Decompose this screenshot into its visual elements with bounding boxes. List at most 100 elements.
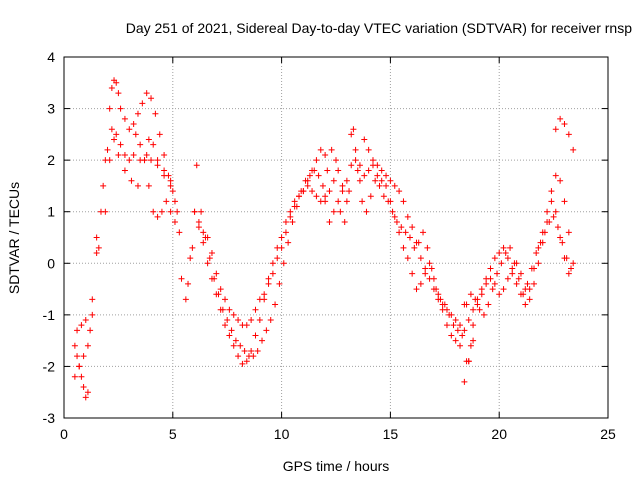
data-point <box>76 363 83 370</box>
data-point <box>202 234 209 241</box>
data-point <box>139 100 146 107</box>
data-point <box>552 208 559 215</box>
data-point <box>200 239 207 246</box>
data-point <box>383 172 390 179</box>
data-point <box>309 188 316 195</box>
data-point <box>387 177 394 184</box>
data-point <box>522 286 529 293</box>
data-point <box>396 188 403 195</box>
data-point <box>161 172 168 179</box>
data-point <box>544 208 551 215</box>
data-point <box>304 182 311 189</box>
x-tick-label: 0 <box>60 426 68 442</box>
y-tick-label: -2 <box>43 358 56 374</box>
data-point <box>282 219 289 226</box>
data-point <box>150 208 157 215</box>
data-point <box>335 198 342 205</box>
x-tick-label: 15 <box>383 426 399 442</box>
data-point <box>239 360 246 367</box>
data-point <box>322 193 329 200</box>
data-point <box>568 265 575 272</box>
data-point <box>208 249 215 256</box>
data-point <box>226 306 233 313</box>
data-point <box>378 167 385 174</box>
data-point <box>520 291 527 298</box>
data-point <box>343 198 350 205</box>
data-point <box>217 306 224 313</box>
data-point <box>111 136 118 143</box>
data-point <box>398 224 405 231</box>
series-track-c <box>71 136 181 380</box>
data-point <box>409 224 416 231</box>
data-point <box>84 389 91 396</box>
data-point <box>550 213 557 220</box>
y-axis-label: SDTVAR / TECUs <box>6 182 22 294</box>
data-point <box>113 131 120 138</box>
data-point <box>343 177 350 184</box>
data-point <box>404 255 411 262</box>
data-point <box>470 337 477 344</box>
data-point <box>161 167 168 174</box>
data-point <box>420 229 427 236</box>
data-point <box>459 332 466 339</box>
data-point <box>230 342 237 349</box>
data-point <box>293 203 300 210</box>
data-point <box>557 115 564 122</box>
data-point <box>195 219 202 226</box>
axes: 0 5 10 15 20 25 -3 -2 -1 0 1 2 3 4 <box>43 49 616 442</box>
data-point <box>391 213 398 220</box>
plot-frame <box>63 56 609 419</box>
data-point <box>108 84 115 91</box>
data-point <box>232 337 239 344</box>
series-track-n <box>552 115 577 153</box>
y-tick-label: 0 <box>47 255 55 271</box>
data-point <box>554 224 561 231</box>
data-point <box>341 219 348 226</box>
data-point <box>182 296 189 303</box>
data-point <box>352 157 359 164</box>
data-point <box>448 311 455 318</box>
data-point <box>337 208 344 215</box>
data-point <box>113 79 120 86</box>
data-point <box>204 260 211 267</box>
series-track-i <box>324 126 474 365</box>
y-tick-label: -3 <box>43 410 56 426</box>
data-point <box>108 126 115 133</box>
data-point <box>452 317 459 324</box>
data-point <box>424 244 431 251</box>
data-point <box>130 121 137 128</box>
data-point <box>206 255 213 262</box>
data-point <box>354 167 361 174</box>
data-point <box>272 301 279 308</box>
data-point <box>552 172 559 179</box>
data-point <box>322 151 329 158</box>
x-axis-label: GPS time / hours <box>283 458 390 474</box>
grid <box>64 57 608 418</box>
data-point <box>470 306 477 313</box>
data-point <box>417 255 424 262</box>
data-point <box>102 208 109 215</box>
data-point <box>117 141 124 148</box>
data-point <box>500 244 507 251</box>
data-point <box>565 131 572 138</box>
data-point <box>500 286 507 293</box>
data-point <box>365 146 372 153</box>
data-point <box>476 306 483 313</box>
data-point <box>261 296 268 303</box>
data-point <box>84 342 91 349</box>
y-tick-label: 3 <box>47 101 55 117</box>
data-point <box>145 182 152 189</box>
data-point <box>552 126 559 133</box>
data-point <box>171 219 178 226</box>
data-point <box>352 146 359 153</box>
data-point <box>78 322 85 329</box>
data-point <box>80 353 87 360</box>
y-tick-label: 4 <box>47 49 55 65</box>
data-point <box>509 265 516 272</box>
data-point <box>570 260 577 267</box>
series-track-m <box>465 198 572 365</box>
x-tick-label: 5 <box>169 426 177 442</box>
data-point <box>154 157 161 164</box>
data-point <box>261 291 268 298</box>
data-point <box>496 249 503 256</box>
